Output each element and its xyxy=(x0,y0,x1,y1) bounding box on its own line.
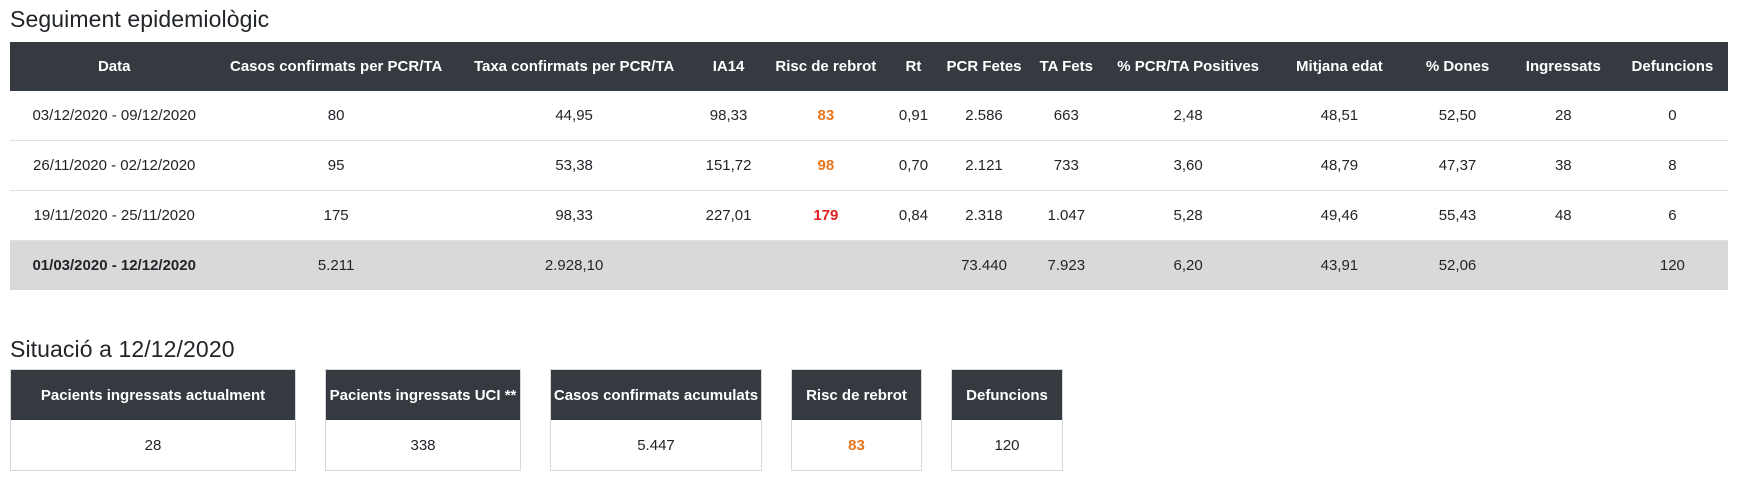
summary-cards: Pacients ingressats actualment 28 Pacien… xyxy=(10,369,1092,471)
table-header-row: Data Casos confirmats per PCR/TA Taxa co… xyxy=(10,42,1728,91)
cell-risk: 179 xyxy=(762,190,889,241)
cell-date: 26/11/2020 - 02/12/2020 xyxy=(10,140,219,191)
column-header-ia14: IA14 xyxy=(694,42,763,91)
cell-age: 48,51 xyxy=(1273,91,1406,141)
table-row: 03/12/2020 - 09/12/2020 80 44,95 98,33 8… xyxy=(10,91,1728,141)
cell-rate: 98,33 xyxy=(453,190,695,241)
card-value: 338 xyxy=(410,436,436,454)
table-row: 26/11/2020 - 02/12/2020 95 53,38 151,72 … xyxy=(10,140,1728,191)
cell-women: 55,43 xyxy=(1405,190,1510,241)
cell-ta: 7.923 xyxy=(1029,240,1103,290)
cell-cases: 95 xyxy=(218,140,454,191)
epidemiological-table: Data Casos confirmats per PCR/TA Taxa co… xyxy=(10,42,1728,290)
column-header-rt: Rt xyxy=(888,42,939,91)
cell-admitted: 28 xyxy=(1509,91,1617,141)
card-deaths: Defuncions 120 xyxy=(951,369,1063,471)
column-header-deaths: Defuncions xyxy=(1616,42,1728,91)
cell-admitted xyxy=(1509,240,1617,290)
cell-pcr: 2.318 xyxy=(938,190,1030,241)
cell-deaths: 6 xyxy=(1616,190,1728,241)
cell-age: 43,91 xyxy=(1273,240,1406,290)
column-header-rate: Taxa confirmats per PCR/TA xyxy=(453,42,695,91)
cell-deaths: 0 xyxy=(1616,91,1728,141)
cell-pcr: 73.440 xyxy=(938,240,1030,290)
cell-admitted: 38 xyxy=(1509,140,1617,191)
cell-cases: 175 xyxy=(218,190,454,241)
cell-rt xyxy=(888,240,939,290)
cell-deaths: 8 xyxy=(1616,140,1728,191)
cell-date: 19/11/2020 - 25/11/2020 xyxy=(10,190,219,241)
card-label: Risc de rebrot xyxy=(792,370,921,420)
card-value: 28 xyxy=(144,436,162,454)
cell-rt: 0,70 xyxy=(888,140,939,191)
cell-positive: 2,48 xyxy=(1102,91,1274,141)
column-header-age: Mitjana edat xyxy=(1273,42,1406,91)
column-header-pcr: PCR Fetes xyxy=(938,42,1030,91)
cell-women: 52,06 xyxy=(1405,240,1510,290)
cell-positive: 5,28 xyxy=(1102,190,1274,241)
card-value: 83 xyxy=(848,436,865,454)
cell-rt: 0,84 xyxy=(888,190,939,241)
card-regrowth-risk: Risc de rebrot 83 xyxy=(791,369,922,471)
card-label: Defuncions xyxy=(952,370,1062,420)
column-header-risk: Risc de rebrot xyxy=(762,42,889,91)
cell-admitted: 48 xyxy=(1509,190,1617,241)
column-header-admitted: Ingressats xyxy=(1509,42,1617,91)
cell-cases: 5.211 xyxy=(218,240,454,290)
card-label: Pacients ingressats actualment xyxy=(11,370,295,420)
column-header-ta: TA Fets xyxy=(1029,42,1103,91)
card-current-admissions: Pacients ingressats actualment 28 xyxy=(10,369,296,471)
section-title-situation: Situació a 12/12/2020 xyxy=(10,336,235,362)
cell-ia14: 227,01 xyxy=(694,190,763,241)
cell-ia14 xyxy=(694,240,763,290)
table-total-row: 01/03/2020 - 12/12/2020 5.211 2.928,10 7… xyxy=(10,240,1728,290)
cell-age: 48,79 xyxy=(1273,140,1406,191)
card-accumulated-cases: Casos confirmats acumulats 5.447 xyxy=(550,369,762,471)
cell-women: 52,50 xyxy=(1405,91,1510,141)
column-header-cases: Casos confirmats per PCR/TA xyxy=(218,42,454,91)
cell-deaths: 120 xyxy=(1616,240,1728,290)
column-header-positive: % PCR/TA Positives xyxy=(1102,42,1274,91)
cell-cases: 80 xyxy=(218,91,454,141)
cell-rate: 53,38 xyxy=(453,140,695,191)
card-value: 5.447 xyxy=(637,436,675,454)
cell-age: 49,46 xyxy=(1273,190,1406,241)
cell-date: 01/03/2020 - 12/12/2020 xyxy=(10,240,219,290)
section-title-tracking: Seguiment epidemiològic xyxy=(10,6,270,32)
cell-rate: 2.928,10 xyxy=(453,240,695,290)
cell-ta: 1.047 xyxy=(1029,190,1103,241)
cell-pcr: 2.586 xyxy=(938,91,1030,141)
card-label: Casos confirmats acumulats xyxy=(551,370,761,420)
card-label: Pacients ingressats UCI ** xyxy=(326,370,520,420)
cell-positive: 3,60 xyxy=(1102,140,1274,191)
column-header-women: % Dones xyxy=(1405,42,1510,91)
cell-ta: 663 xyxy=(1029,91,1103,141)
cell-risk xyxy=(762,240,889,290)
card-icu-admissions: Pacients ingressats UCI ** 338 xyxy=(325,369,521,471)
table-row: 19/11/2020 - 25/11/2020 175 98,33 227,01… xyxy=(10,190,1728,241)
cell-rt: 0,91 xyxy=(888,91,939,141)
cell-date: 03/12/2020 - 09/12/2020 xyxy=(10,91,219,141)
cell-ia14: 98,33 xyxy=(694,91,763,141)
cell-ta: 733 xyxy=(1029,140,1103,191)
cell-risk: 98 xyxy=(762,140,889,191)
column-header-date: Data xyxy=(10,42,219,91)
cell-women: 47,37 xyxy=(1405,140,1510,191)
cell-positive: 6,20 xyxy=(1102,240,1274,290)
cell-pcr: 2.121 xyxy=(938,140,1030,191)
cell-ia14: 151,72 xyxy=(694,140,763,191)
cell-rate: 44,95 xyxy=(453,91,695,141)
card-value: 120 xyxy=(994,436,1020,454)
cell-risk: 83 xyxy=(762,91,889,141)
